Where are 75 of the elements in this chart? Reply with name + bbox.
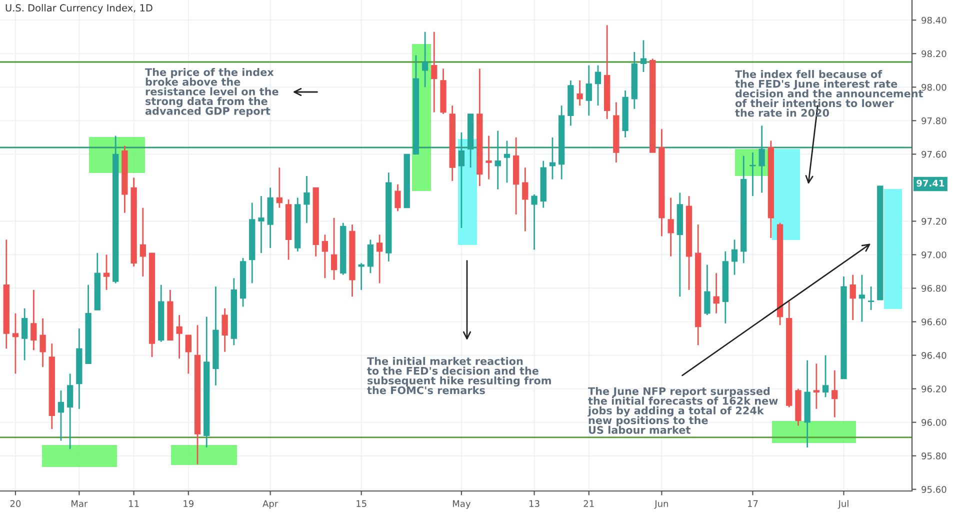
candlestick <box>367 238 374 274</box>
candlestick <box>850 274 856 321</box>
y-tick-label: 98.00 <box>922 84 946 91</box>
candlestick <box>504 140 510 184</box>
y-tick-label: 97.00 <box>922 251 946 258</box>
candlestick <box>431 31 438 113</box>
y-tick-label: 98.20 <box>922 50 946 58</box>
y-tick-label: 96.80 <box>922 284 946 292</box>
x-tick-label: Jun <box>654 500 668 509</box>
candlestick <box>594 64 602 106</box>
y-tick-label: 97.60 <box>922 150 946 158</box>
candlestick <box>586 64 592 116</box>
candlestick <box>494 130 501 190</box>
candlestick <box>813 362 820 410</box>
candlestick <box>576 80 583 106</box>
y-tick-label: 96.00 <box>922 419 946 426</box>
x-tick-label: Apr <box>262 500 278 509</box>
x-tick-label: 13 <box>530 500 540 508</box>
candlestick <box>868 286 874 311</box>
candlestick <box>549 136 556 180</box>
chart-title: U.S. Dollar Currency Index, 1D <box>6 4 152 14</box>
x-tick-label: 19 <box>184 500 194 508</box>
candlestick <box>258 195 264 254</box>
candlestick <box>222 308 228 353</box>
y-tick-label: 95.80 <box>922 452 946 460</box>
candlestick <box>758 124 765 194</box>
y-tick-label: 96.60 <box>922 318 946 326</box>
candlestick <box>731 238 738 276</box>
candlestick <box>394 184 401 212</box>
x-tick-label: 20 <box>10 500 21 508</box>
candlestick <box>422 31 428 88</box>
y-tick-label: 97.80 <box>922 117 946 124</box>
candlestick <box>140 207 146 278</box>
candlestick <box>58 390 64 442</box>
y-tick-label: 96.20 <box>922 386 946 392</box>
candlestick <box>458 132 465 229</box>
candlestick <box>358 262 364 291</box>
candlestick <box>12 312 19 374</box>
y-tick-label: 98.40 <box>922 16 946 24</box>
candlestick <box>858 274 866 322</box>
candlestick <box>67 373 74 450</box>
candlestick <box>322 234 328 279</box>
candlestick <box>531 194 538 250</box>
candlestick <box>21 308 28 361</box>
candlestick <box>713 272 720 314</box>
candlestick <box>304 175 310 224</box>
candlestick <box>832 370 838 418</box>
candlestick <box>668 197 674 258</box>
annotation: The June NFP report surpassed the initial forecasts of 162k new jobs by adding a total of 224k new positions to the US labour market <box>588 387 778 434</box>
annotation: The initial market reaction to the FED's decision and the subsequent hike resulting from the FOMC's remarks <box>367 357 551 394</box>
y-tick-label: 96.40 <box>922 352 946 359</box>
candlestick <box>822 354 829 398</box>
annotation: The price of the index broke above the resistance level on the strong data from the advanced GDP report <box>145 68 278 117</box>
candlestick <box>103 254 110 291</box>
candlestick <box>522 166 528 232</box>
y-tick-label: 95.60 <box>922 486 946 493</box>
x-tick-label: 17 <box>748 500 758 507</box>
x-tick-label: 21 <box>584 500 594 507</box>
candlestick <box>640 40 647 73</box>
candlestick <box>330 217 338 281</box>
x-tick-label: Jul <box>838 500 848 509</box>
y-tick-label: 97.20 <box>922 218 946 225</box>
candlestick <box>276 166 283 208</box>
candlestick <box>176 314 182 360</box>
x-tick-label: 11 <box>129 500 139 507</box>
candlestick <box>30 289 37 351</box>
text: 97.41 <box>916 180 944 187</box>
candlestick <box>704 264 710 316</box>
x-tick-label: 15 <box>356 500 366 508</box>
x-tick-label: Mar <box>72 500 88 508</box>
candlestick <box>376 234 383 284</box>
x-tick-label: May <box>453 500 471 509</box>
candlestick <box>40 318 46 368</box>
candlestick <box>185 334 192 374</box>
candlestick <box>486 135 492 180</box>
